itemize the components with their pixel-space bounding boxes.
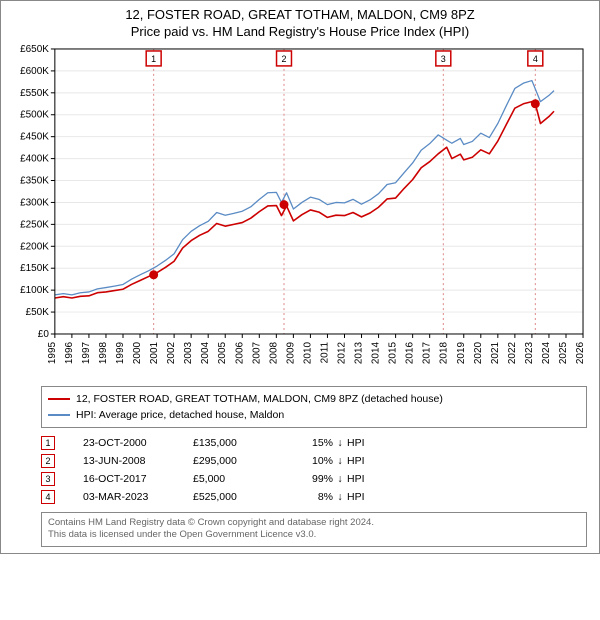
event-suffix: HPI (347, 473, 377, 485)
svg-text:1995: 1995 (47, 342, 58, 365)
svg-text:£200K: £200K (20, 241, 49, 252)
svg-text:2008: 2008 (268, 342, 279, 365)
svg-text:2004: 2004 (200, 342, 211, 365)
svg-text:2000: 2000 (132, 342, 143, 365)
svg-text:2005: 2005 (217, 342, 228, 365)
svg-text:2002: 2002 (166, 342, 177, 365)
event-row: 3 16-OCT-2017 £5,000 99% ↓ HPI (41, 472, 587, 486)
svg-text:2007: 2007 (251, 342, 262, 365)
down-arrow-icon: ↓ (333, 491, 347, 503)
legend-item-hpi: HPI: Average price, detached house, Mald… (48, 407, 580, 423)
svg-text:1997: 1997 (81, 342, 92, 365)
svg-text:2013: 2013 (354, 342, 365, 365)
event-marker-icon: 2 (41, 454, 55, 468)
svg-text:£600K: £600K (20, 66, 49, 77)
svg-text:£0: £0 (38, 329, 50, 340)
attribution-footer: Contains HM Land Registry data © Crown c… (41, 512, 587, 547)
svg-text:1998: 1998 (98, 342, 109, 365)
svg-text:£400K: £400K (20, 154, 49, 165)
line-chart: £0 £50K £100K £150K £200K £250K £300K £350K £400… (9, 41, 591, 380)
event-row: 4 03-MAR-2023 £525,000 8% ↓ HPI (41, 490, 587, 504)
svg-text:2011: 2011 (319, 341, 330, 363)
svg-text:2023: 2023 (524, 342, 535, 365)
svg-text:1: 1 (151, 54, 156, 64)
events-table: 1 23-OCT-2000 £135,000 15% ↓ HPI 2 13-JU… (41, 436, 587, 504)
svg-text:2009: 2009 (285, 342, 296, 365)
legend-label-hpi: HPI: Average price, detached house, Mald… (76, 409, 284, 421)
event-row: 1 23-OCT-2000 £135,000 15% ↓ HPI (41, 436, 587, 450)
event-price: £135,000 (193, 437, 283, 449)
event-row: 2 13-JUN-2008 £295,000 10% ↓ HPI (41, 454, 587, 468)
svg-text:£650K: £650K (20, 44, 49, 55)
event-date: 16-OCT-2017 (83, 473, 193, 485)
legend: 12, FOSTER ROAD, GREAT TOTHAM, MALDON, C… (41, 386, 587, 428)
svg-text:2016: 2016 (405, 342, 416, 365)
svg-text:£250K: £250K (20, 219, 49, 230)
svg-text:4: 4 (533, 54, 538, 64)
event-suffix: HPI (347, 491, 377, 503)
svg-text:2012: 2012 (336, 342, 347, 365)
event-marker-icon: 1 (41, 436, 55, 450)
chart-area: £0 £50K £100K £150K £200K £250K £300K £350K £400… (1, 41, 599, 380)
svg-text:1999: 1999 (115, 342, 126, 365)
event-price: £295,000 (193, 455, 283, 467)
event-suffix: HPI (347, 437, 377, 449)
legend-swatch-hpi (48, 414, 70, 416)
svg-text:2003: 2003 (183, 342, 194, 365)
chart-card: 12, FOSTER ROAD, GREAT TOTHAM, MALDON, C… (0, 0, 600, 554)
svg-text:2022: 2022 (507, 342, 518, 365)
svg-text:2025: 2025 (558, 342, 569, 365)
event-delta: 8% (283, 491, 333, 503)
svg-text:£550K: £550K (20, 88, 49, 99)
svg-text:£500K: £500K (20, 110, 49, 121)
svg-text:2021: 2021 (490, 342, 501, 365)
svg-text:2020: 2020 (473, 342, 484, 365)
event-suffix: HPI (347, 455, 377, 467)
svg-text:2006: 2006 (234, 342, 245, 365)
svg-text:3: 3 (441, 54, 446, 64)
event-price: £5,000 (193, 473, 283, 485)
event-price: £525,000 (193, 491, 283, 503)
legend-label-property: 12, FOSTER ROAD, GREAT TOTHAM, MALDON, C… (76, 393, 443, 405)
event-marker-icon: 3 (41, 472, 55, 486)
footer-line1: Contains HM Land Registry data © Crown c… (48, 517, 580, 529)
svg-text:2024: 2024 (541, 342, 552, 365)
svg-text:2019: 2019 (456, 342, 467, 365)
svg-text:2015: 2015 (388, 342, 399, 365)
title-main: 12, FOSTER ROAD, GREAT TOTHAM, MALDON, C… (5, 7, 595, 22)
event-marker-icon: 4 (41, 490, 55, 504)
down-arrow-icon: ↓ (333, 437, 347, 449)
svg-text:2018: 2018 (439, 342, 450, 365)
svg-text:1996: 1996 (64, 342, 75, 365)
event-delta: 99% (283, 473, 333, 485)
svg-text:2: 2 (282, 54, 287, 64)
svg-text:2026: 2026 (575, 342, 586, 365)
legend-swatch-property (48, 398, 70, 400)
title-block: 12, FOSTER ROAD, GREAT TOTHAM, MALDON, C… (1, 1, 599, 41)
title-sub: Price paid vs. HM Land Registry's House … (5, 24, 595, 39)
event-delta: 15% (283, 437, 333, 449)
event-delta: 10% (283, 455, 333, 467)
event-date: 03-MAR-2023 (83, 491, 193, 503)
event-date: 23-OCT-2000 (83, 437, 193, 449)
down-arrow-icon: ↓ (333, 455, 347, 467)
svg-text:2014: 2014 (371, 342, 382, 365)
footer-line2: This data is licensed under the Open Gov… (48, 529, 580, 541)
svg-text:2001: 2001 (149, 342, 160, 365)
event-date: 13-JUN-2008 (83, 455, 193, 467)
legend-item-property: 12, FOSTER ROAD, GREAT TOTHAM, MALDON, C… (48, 391, 580, 407)
svg-text:£450K: £450K (20, 132, 49, 143)
svg-text:£50K: £50K (26, 307, 50, 318)
svg-text:2017: 2017 (422, 342, 433, 365)
down-arrow-icon: ↓ (333, 473, 347, 485)
svg-text:£150K: £150K (20, 263, 49, 274)
svg-text:£300K: £300K (20, 197, 49, 208)
svg-text:£100K: £100K (20, 285, 49, 296)
svg-text:2010: 2010 (302, 342, 313, 365)
svg-text:£350K: £350K (20, 176, 49, 187)
